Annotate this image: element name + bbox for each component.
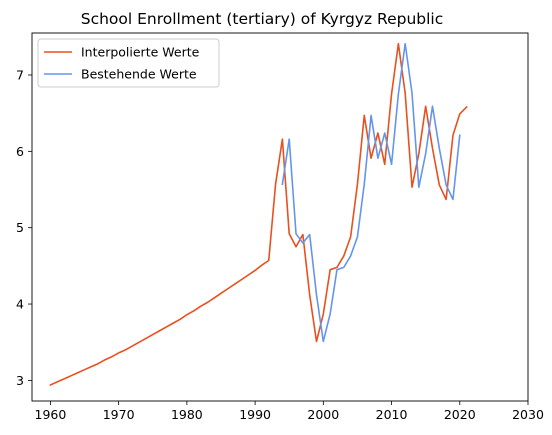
x-axis: 1960 1970 1980 1990 2000 2010 2020 2030 <box>35 401 544 422</box>
plot-frame <box>31 32 529 402</box>
chart-title: School Enrollment (tertiary) of Kyrgyz R… <box>81 10 444 28</box>
legend-label-1: Interpolierte Werte <box>81 45 200 60</box>
legend-box <box>37 38 220 88</box>
y-tick-label: 5 <box>16 220 24 235</box>
plot-area <box>32 33 528 401</box>
x-tick-label: 1960 <box>35 407 67 422</box>
y-tick-label: 4 <box>16 297 24 312</box>
x-tick-label: 1980 <box>171 407 203 422</box>
series-layer <box>49 42 468 387</box>
x-tick-label: 1970 <box>103 407 135 422</box>
series-line-2 <box>281 42 461 343</box>
legend: Interpolierte Werte Bestehende Werte <box>37 38 220 88</box>
x-tick-label: 2030 <box>512 407 544 422</box>
y-tick-label: 3 <box>16 373 24 388</box>
x-tick-label: 2010 <box>376 407 408 422</box>
x-tick-label: 2020 <box>444 407 476 422</box>
legend-label-2: Bestehende Werte <box>81 67 197 82</box>
y-tick-label: 7 <box>16 67 24 82</box>
y-axis: 3 4 5 6 7 <box>16 67 32 388</box>
x-tick-label: 2000 <box>307 407 339 422</box>
x-tick-label: 1990 <box>239 407 271 422</box>
series-line-1 <box>49 42 468 387</box>
y-tick-label: 6 <box>16 144 24 159</box>
